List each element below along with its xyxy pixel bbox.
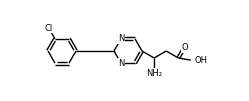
Text: N: N — [118, 59, 124, 68]
Text: NH₂: NH₂ — [146, 69, 162, 78]
Text: O: O — [181, 43, 188, 52]
Text: N: N — [118, 34, 124, 43]
Text: Cl: Cl — [45, 24, 53, 33]
Text: OH: OH — [195, 56, 208, 65]
